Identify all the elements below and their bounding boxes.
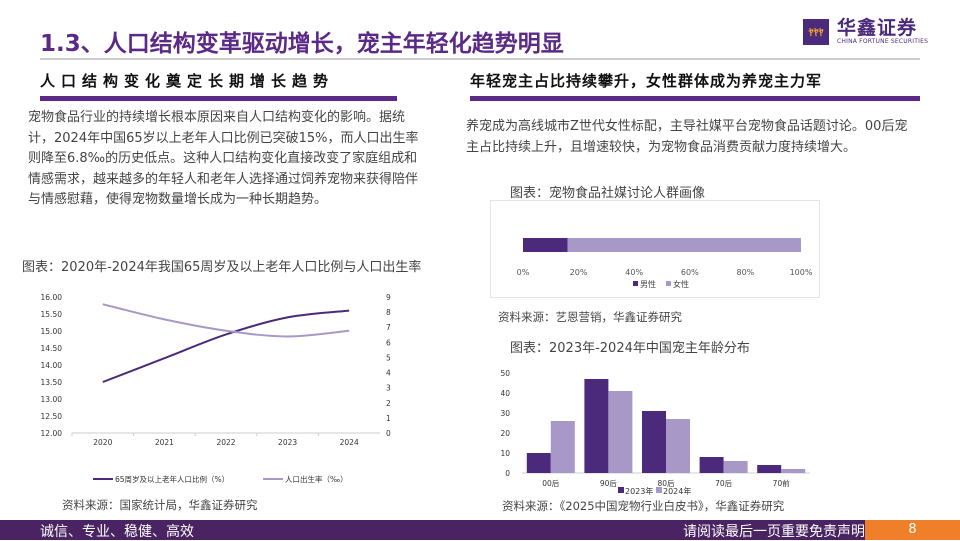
y-right-tick-label: 4 — [386, 369, 391, 378]
age-chart-caption: 图表：2023年-2024年中国宠主年龄分布 — [510, 341, 750, 356]
x-tick-label: 2021 — [155, 438, 174, 447]
gender-chart-caption: 图表：宠物食品社媒讨论人群画像 — [510, 186, 706, 201]
y-right-tick-label: 6 — [386, 338, 391, 347]
y-left-tick-label: 14.50 — [41, 344, 63, 353]
footer-slogan: 诚信、专业、稳健、高效 — [40, 524, 194, 540]
x-tick-label: 2023 — [278, 438, 297, 447]
x-tick-label: 40% — [625, 268, 643, 277]
bar-2023年 — [584, 379, 609, 473]
y-tick-label: 30 — [500, 409, 510, 418]
gender-chart: 男性 女性 0% 20% 40% 60% 80% 100% — [490, 200, 820, 298]
left-paragraph: 宠物食品行业的持续增长根本原因来自人口结构变化的影响。据统计，2024年中国65… — [28, 110, 419, 207]
y-right-tick-label: 1 — [386, 414, 391, 423]
y-tick-label: 20 — [500, 429, 510, 438]
y-tick-label: 10 — [500, 449, 510, 458]
gender-source: 资料来源：艺恩营销，华鑫证券研究 — [498, 310, 682, 324]
bar-segment-2 — [567, 238, 801, 252]
legend-swatch — [633, 281, 638, 286]
logo-cn: 华鑫证券 — [837, 17, 918, 39]
y-right-tick-label: 5 — [386, 353, 391, 362]
y-tick-label: 0 — [505, 469, 510, 478]
x-tick-label: 2024 — [340, 438, 359, 447]
x-tick-label: 80后 — [657, 478, 675, 488]
y-left-tick-label: 15.50 — [41, 310, 63, 319]
bar-2023年 — [757, 465, 782, 473]
right-section-heading: 年轻宠主占比持续攀升，女性群体成为养宠主力军 — [470, 72, 823, 90]
legend-label: 65周岁及以上老年人口比例（%） — [115, 474, 229, 484]
title-divider — [40, 58, 920, 60]
bar-2024年 — [781, 469, 806, 473]
x-tick-label: 20% — [570, 268, 588, 277]
x-tick-label: 90后 — [600, 478, 618, 488]
left-source: 资料来源：国家统计局，华鑫证券研究 — [62, 498, 258, 512]
x-tick-label: 100% — [790, 268, 813, 277]
bar-2023年 — [642, 411, 666, 473]
left-chart-caption: 图表：2020年-2024年我国65周岁及以上老年人口比例与人口出生率 — [22, 260, 422, 275]
series-line-2 — [102, 303, 350, 338]
bar-2024年 — [723, 461, 748, 473]
y-left-tick-label: 13.50 — [41, 378, 63, 387]
bar-2024年 — [608, 391, 633, 473]
y-tick-label: 40 — [500, 389, 510, 398]
disclaimer-link[interactable]: 请阅读最后一页重要免责声明 — [683, 524, 865, 540]
legend-swatch — [656, 487, 662, 493]
y-right-tick-label: 7 — [386, 323, 391, 332]
x-tick-label: 60% — [681, 268, 699, 277]
left-section-heading: 人口结构变化奠定长期增长趋势 — [40, 72, 335, 90]
y-right-tick-label: 0 — [386, 429, 391, 438]
legend-label: 2023年 — [625, 486, 653, 496]
y-left-tick-label: 14.00 — [41, 361, 63, 370]
left-heading-bar — [40, 96, 397, 101]
bar-2024年 — [550, 421, 575, 473]
x-tick-label: 80% — [737, 268, 755, 277]
y-left-tick-label: 16.00 — [41, 293, 63, 302]
legend-label: 女性 — [673, 279, 689, 289]
right-paragraph: 养宠成为高线城市Z世代女性标配，主导社媒平台宠物食品话题讨论。00后宠主占比持续… — [466, 119, 908, 155]
x-tick-label: 70后 — [715, 478, 733, 488]
y-right-tick-label: 3 — [386, 384, 391, 393]
logo-mark-icon: ﾔﾔﾔ — [803, 18, 829, 45]
y-right-tick-label: 9 — [386, 293, 391, 302]
x-tick-label: 2022 — [216, 438, 235, 447]
bar-2024年 — [666, 419, 690, 473]
y-right-tick-label: 2 — [386, 399, 391, 408]
x-tick-label: 00后 — [542, 478, 560, 488]
y-right-tick-label: 8 — [386, 308, 391, 317]
line-chart: 16.00 15.50 15.00 14.50 14.00 13.50 13.00 12.50… — [41, 293, 391, 484]
x-tick-label: 2020 — [93, 438, 112, 447]
page-title: 1.3、人口结构变革驱动增长，宠主年轻化趋势明显 — [40, 31, 564, 57]
bar-segment-1 — [523, 238, 568, 252]
age-source: 资料来源：《2025中国宠物行业白皮书》，华鑫证券研究 — [502, 499, 785, 513]
legend-swatch — [618, 487, 624, 493]
legend-label: 人口出生率（‰） — [285, 474, 348, 484]
right-heading-bar — [470, 96, 920, 101]
x-tick-label: 0% — [517, 268, 530, 277]
legend-swatch — [666, 281, 671, 286]
y-left-tick-label: 13.00 — [41, 395, 63, 404]
company-logo: ﾔﾔﾔ 华鑫证券 CHINA FORTUNE SECURITIES — [803, 18, 928, 45]
age-chart: 50 40 30 20 10 0 00后 90后 80后 70后 70前 2023年 2024年 — [500, 369, 810, 496]
series-line-1 — [102, 309, 350, 383]
legend-label: 男性 — [640, 279, 656, 289]
footer: 诚信、专业、稳健、高效 请阅读最后一页重要免责声明 8 — [0, 520, 960, 540]
legend-label: 2024年 — [663, 486, 691, 496]
bar-2023年 — [699, 457, 724, 473]
y-left-tick-label: 15.00 — [41, 327, 63, 336]
y-tick-label: 50 — [500, 369, 510, 378]
x-tick-label: 70前 — [773, 478, 791, 488]
logo-en: CHINA FORTUNE SECURITIES — [837, 38, 929, 45]
y-left-tick-label: 12.50 — [41, 412, 63, 421]
page-number: 8 — [865, 520, 960, 540]
bar-2023年 — [526, 453, 551, 473]
y-left-tick-label: 12.00 — [41, 429, 63, 438]
